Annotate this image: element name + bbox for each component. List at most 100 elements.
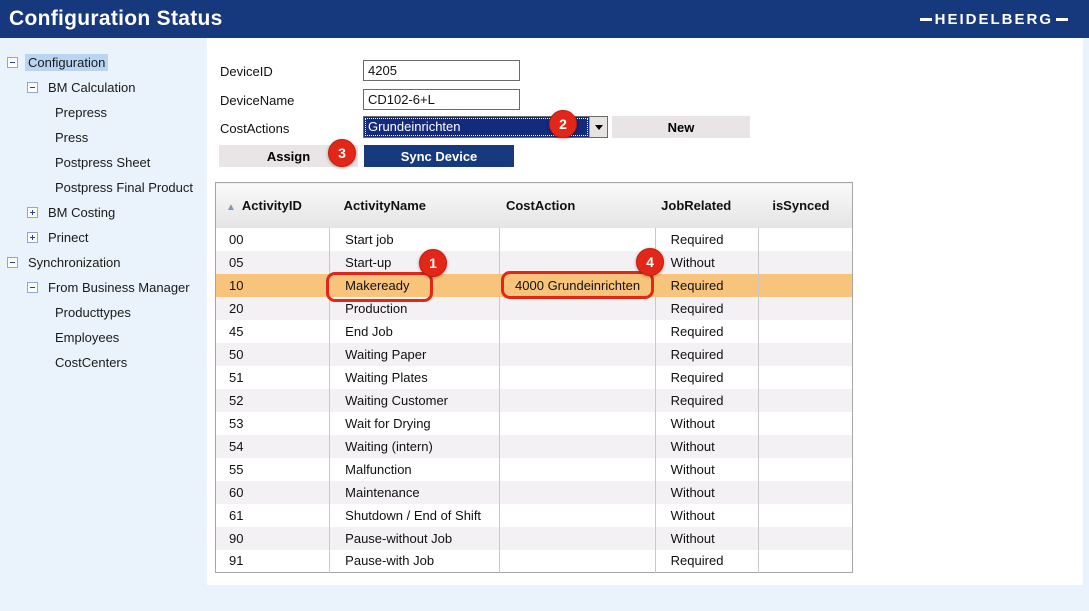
dropdown-arrow-icon[interactable] — [589, 117, 607, 137]
devicename-label: DeviceName — [220, 93, 295, 108]
costaction-cell — [499, 526, 656, 550]
table-row[interactable]: 50 Waiting Paper Required — [215, 342, 853, 366]
sidebar-item-press[interactable]: Press — [0, 125, 207, 150]
issynced-cell — [757, 526, 853, 550]
column-header-activityname[interactable]: ActivityName — [329, 182, 500, 228]
table-row[interactable]: 90 Pause-without Job Without — [215, 526, 853, 550]
sidebar-item-label[interactable]: Prepress — [55, 105, 108, 120]
table-row[interactable]: 00 Start job Required — [216, 227, 853, 251]
costaction-cell — [499, 365, 656, 389]
issynced-cell — [757, 342, 853, 366]
activityid-cell: 55 — [229, 461, 244, 477]
column-header-costaction[interactable]: CostAction — [499, 182, 656, 228]
issynced-cell — [757, 457, 853, 481]
activityname-cell: Start job — [329, 227, 500, 251]
new-button[interactable]: New — [612, 116, 750, 138]
costactions-dropdown[interactable]: Grundeinrichten — [363, 116, 608, 138]
sidebar-item-employees[interactable]: Employees — [0, 325, 207, 350]
table-row[interactable]: 05 Start-up Without — [215, 250, 853, 274]
issynced-cell — [757, 273, 853, 297]
activityid-cell: 51 — [229, 369, 244, 385]
collapse-icon[interactable] — [7, 57, 18, 68]
sidebar-item-configuration[interactable]: Configuration — [0, 50, 207, 75]
expand-icon[interactable] — [27, 207, 38, 218]
jobrelated-cell: Required — [654, 549, 759, 573]
table-row[interactable]: 91 Pause-with Job Required — [216, 549, 853, 573]
jobrelated-cell: Required — [654, 227, 759, 251]
column-header-jobrelated[interactable]: JobRelated — [655, 182, 759, 228]
table-row[interactable]: 20 Production Required — [215, 296, 853, 320]
sidebar-item-label[interactable]: BM Calculation — [48, 80, 136, 95]
costactions-label: CostActions — [220, 121, 290, 136]
jobrelated-cell: Required — [654, 319, 759, 343]
expand-icon[interactable] — [27, 232, 38, 243]
sidebar-item-label[interactable]: Postpress Sheet — [55, 155, 151, 170]
sync-device-button[interactable]: Sync Device — [364, 145, 514, 167]
issynced-cell — [757, 365, 853, 389]
table-row[interactable]: 54 Waiting (intern) Without — [215, 434, 853, 458]
table-row[interactable]: 60 Maintenance Without — [215, 480, 853, 504]
activityid-cell: 20 — [229, 300, 244, 316]
sidebar-item-costcenters[interactable]: CostCenters — [0, 350, 207, 375]
sidebar-item-label[interactable]: Configuration — [25, 54, 109, 71]
issynced-cell — [757, 411, 853, 435]
sidebar-item-prinect[interactable]: Prinect — [0, 225, 207, 250]
sidebar-item-label[interactable]: Prinect — [48, 230, 89, 245]
deviceid-input[interactable] — [363, 60, 520, 81]
costaction-cell — [499, 457, 656, 481]
jobrelated-cell: Without — [654, 503, 759, 527]
sidebar-item-label[interactable]: Employees — [55, 330, 120, 345]
activityname-cell: Wait for Drying — [329, 411, 500, 435]
table-row-selected[interactable]: 10 Makeready 4000 Grundeinrichten Requir… — [215, 273, 853, 297]
activityname-cell: Production — [329, 296, 500, 320]
callout-3-badge: 3 — [328, 139, 356, 167]
table-row[interactable]: 52 Waiting Customer Required — [215, 388, 853, 412]
table-header-row: ▲ ActivityID ActivityName CostAction JobR… — [215, 182, 853, 228]
sidebar-item-label[interactable]: Synchronization — [28, 255, 121, 270]
sidebar-item-bm-costing[interactable]: BM Costing — [0, 200, 207, 225]
costactions-selected-value[interactable]: Grundeinrichten — [364, 117, 589, 137]
sidebar-item-prepress[interactable]: Prepress — [0, 100, 207, 125]
costaction-cell — [499, 480, 656, 504]
sidebar-item-label[interactable]: Postpress Final Product — [55, 180, 194, 195]
activityid-cell: 90 — [229, 530, 244, 546]
sidebar-item-producttypes[interactable]: Producttypes — [0, 300, 207, 325]
sidebar-item-from-business-manager[interactable]: From Business Manager — [0, 275, 207, 300]
collapse-icon[interactable] — [7, 257, 18, 268]
sidebar-item-postpress-final-product[interactable]: Postpress Final Product — [0, 175, 207, 200]
sidebar-item-label[interactable]: BM Costing — [48, 205, 116, 220]
devicename-input[interactable] — [363, 89, 520, 110]
issynced-cell — [757, 480, 853, 504]
sidebar-item-label[interactable]: From Business Manager — [48, 280, 190, 295]
highlight-rect-makeready — [326, 272, 433, 302]
activityid-cell: 45 — [229, 323, 244, 339]
table-row[interactable]: 61 Shutdown / End of Shift Without — [216, 503, 853, 527]
activityid-cell: 00 — [229, 231, 244, 247]
activityname-cell: Malfunction — [329, 457, 500, 481]
jobrelated-cell: Required — [654, 365, 759, 389]
table-row[interactable]: 45 End Job Required — [216, 319, 853, 343]
issynced-cell — [757, 549, 853, 573]
sidebar-item-label[interactable]: Press — [55, 130, 89, 145]
activityid-cell: 52 — [229, 392, 244, 408]
column-header-activityid[interactable]: ▲ ActivityID — [215, 182, 330, 228]
table-row[interactable]: 51 Waiting Plates Required — [216, 365, 853, 389]
logo-left-bar-icon — [919, 17, 932, 21]
sidebar-item-bm-calculation[interactable]: BM Calculation — [0, 75, 207, 100]
collapse-icon[interactable] — [27, 82, 38, 93]
sidebar-item-label[interactable]: Producttypes — [55, 305, 131, 320]
logo-right-bar-icon — [1056, 17, 1068, 21]
assign-button[interactable]: Assign — [219, 145, 358, 167]
activityname-cell: Waiting Customer — [329, 388, 500, 412]
callout-2-badge: 2 — [549, 110, 577, 138]
table-row[interactable]: 53 Wait for Drying Without — [216, 411, 853, 435]
sidebar-item-label[interactable]: CostCenters — [55, 355, 128, 370]
sidebar-item-synchronization[interactable]: Synchronization — [0, 250, 207, 275]
sidebar-item-postpress-sheet[interactable]: Postpress Sheet — [0, 150, 207, 175]
column-header-issynced[interactable]: isSynced — [758, 182, 853, 228]
collapse-icon[interactable] — [27, 282, 38, 293]
table-row[interactable]: 55 Malfunction Without — [216, 457, 853, 481]
jobrelated-cell: Without — [654, 250, 759, 274]
issynced-cell — [757, 250, 853, 274]
